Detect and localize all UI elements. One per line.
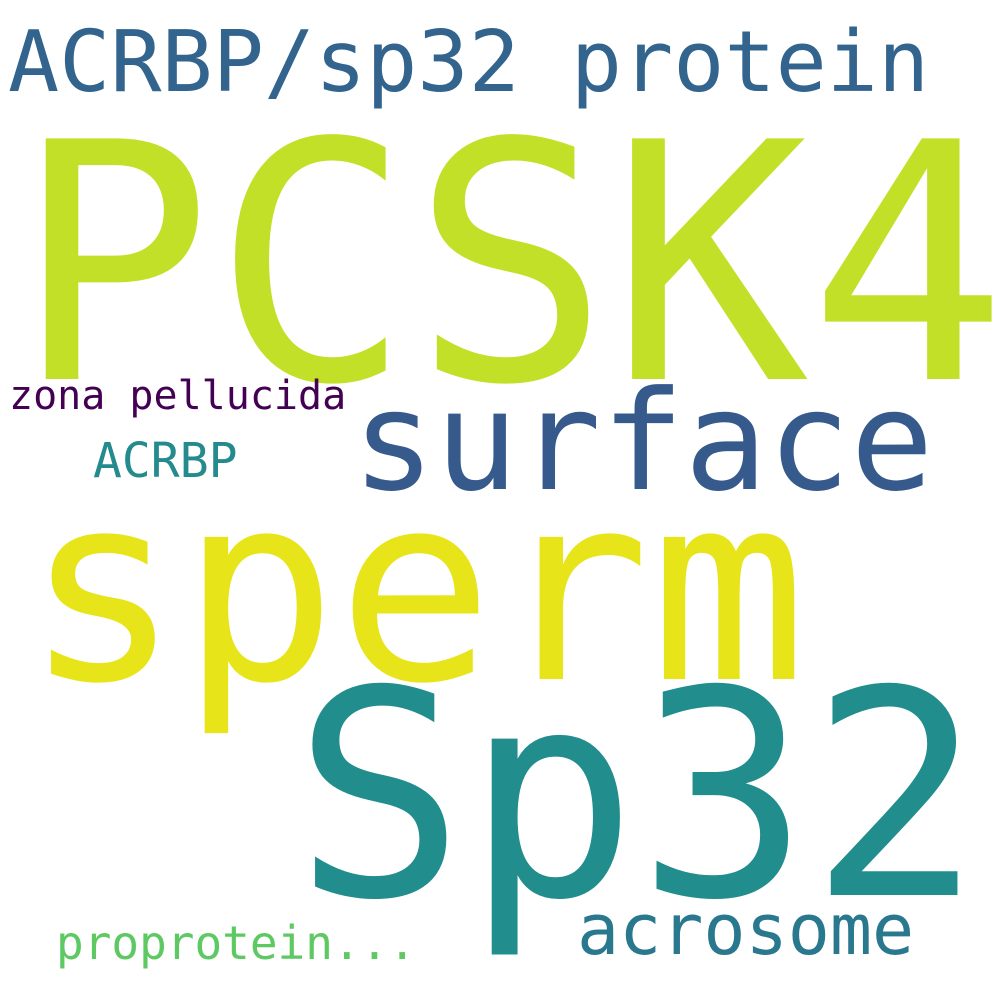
word-sp32: Sp32	[293, 631, 982, 963]
word-acrbp: ACRBP	[93, 433, 238, 489]
word-zona-pellucida: zona pellucida	[9, 373, 347, 419]
word-acrosome: acrosome	[577, 889, 915, 971]
word-proprotein: proprotein...	[56, 916, 417, 970]
word-sperm: sperm	[24, 439, 807, 741]
word-surface: surface	[352, 361, 934, 522]
word-pcsk4: PCSK4	[14, 73, 1000, 457]
word-acrbp-sp32-protein: ACRBP/sp32 protein	[8, 13, 930, 112]
